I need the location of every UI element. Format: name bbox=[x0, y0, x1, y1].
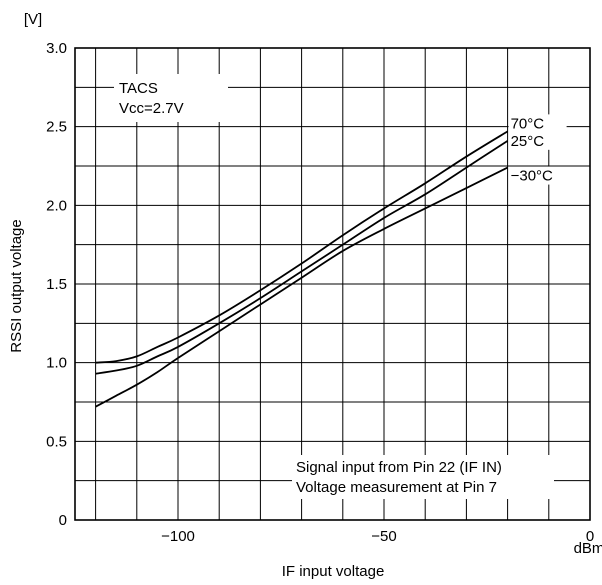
x-unit-label: dBm bbox=[574, 540, 602, 557]
y-tick-label: 2.5 bbox=[46, 119, 67, 136]
x-tick-label: −100 bbox=[161, 528, 195, 545]
annotation-signal-input: Signal input from Pin 22 (IF IN) bbox=[296, 459, 502, 476]
annotation-tacs: TACS bbox=[119, 80, 158, 97]
series-label: 25°C bbox=[511, 133, 545, 150]
x-axis-ticks: −100 −50 0 bbox=[161, 528, 594, 545]
x-axis-title: IF input voltage bbox=[282, 563, 385, 580]
y-axis-ticks: 0 0.5 1.0 1.5 2.0 2.5 3.0 bbox=[46, 40, 67, 529]
x-tick-label: −50 bbox=[371, 528, 396, 545]
y-tick-label: 0 bbox=[59, 512, 67, 529]
y-unit-label: [V] bbox=[24, 11, 42, 28]
curve-labels: 70°C25°C −30°C bbox=[509, 114, 567, 184]
annotation-voltage-measurement: Voltage measurement at Pin 7 bbox=[296, 479, 497, 496]
y-tick-label: 2.0 bbox=[46, 197, 67, 214]
y-axis-title: RSSI output voltage bbox=[8, 219, 25, 352]
y-tick-label: 0.5 bbox=[46, 433, 67, 450]
y-tick-label: 3.0 bbox=[46, 40, 67, 57]
annotation-vcc: Vcc=2.7V bbox=[119, 100, 184, 117]
series-label: 70°C bbox=[511, 115, 545, 132]
y-tick-label: 1.5 bbox=[46, 276, 67, 293]
series-label: −30°C bbox=[511, 168, 553, 185]
y-tick-label: 1.0 bbox=[46, 355, 67, 372]
